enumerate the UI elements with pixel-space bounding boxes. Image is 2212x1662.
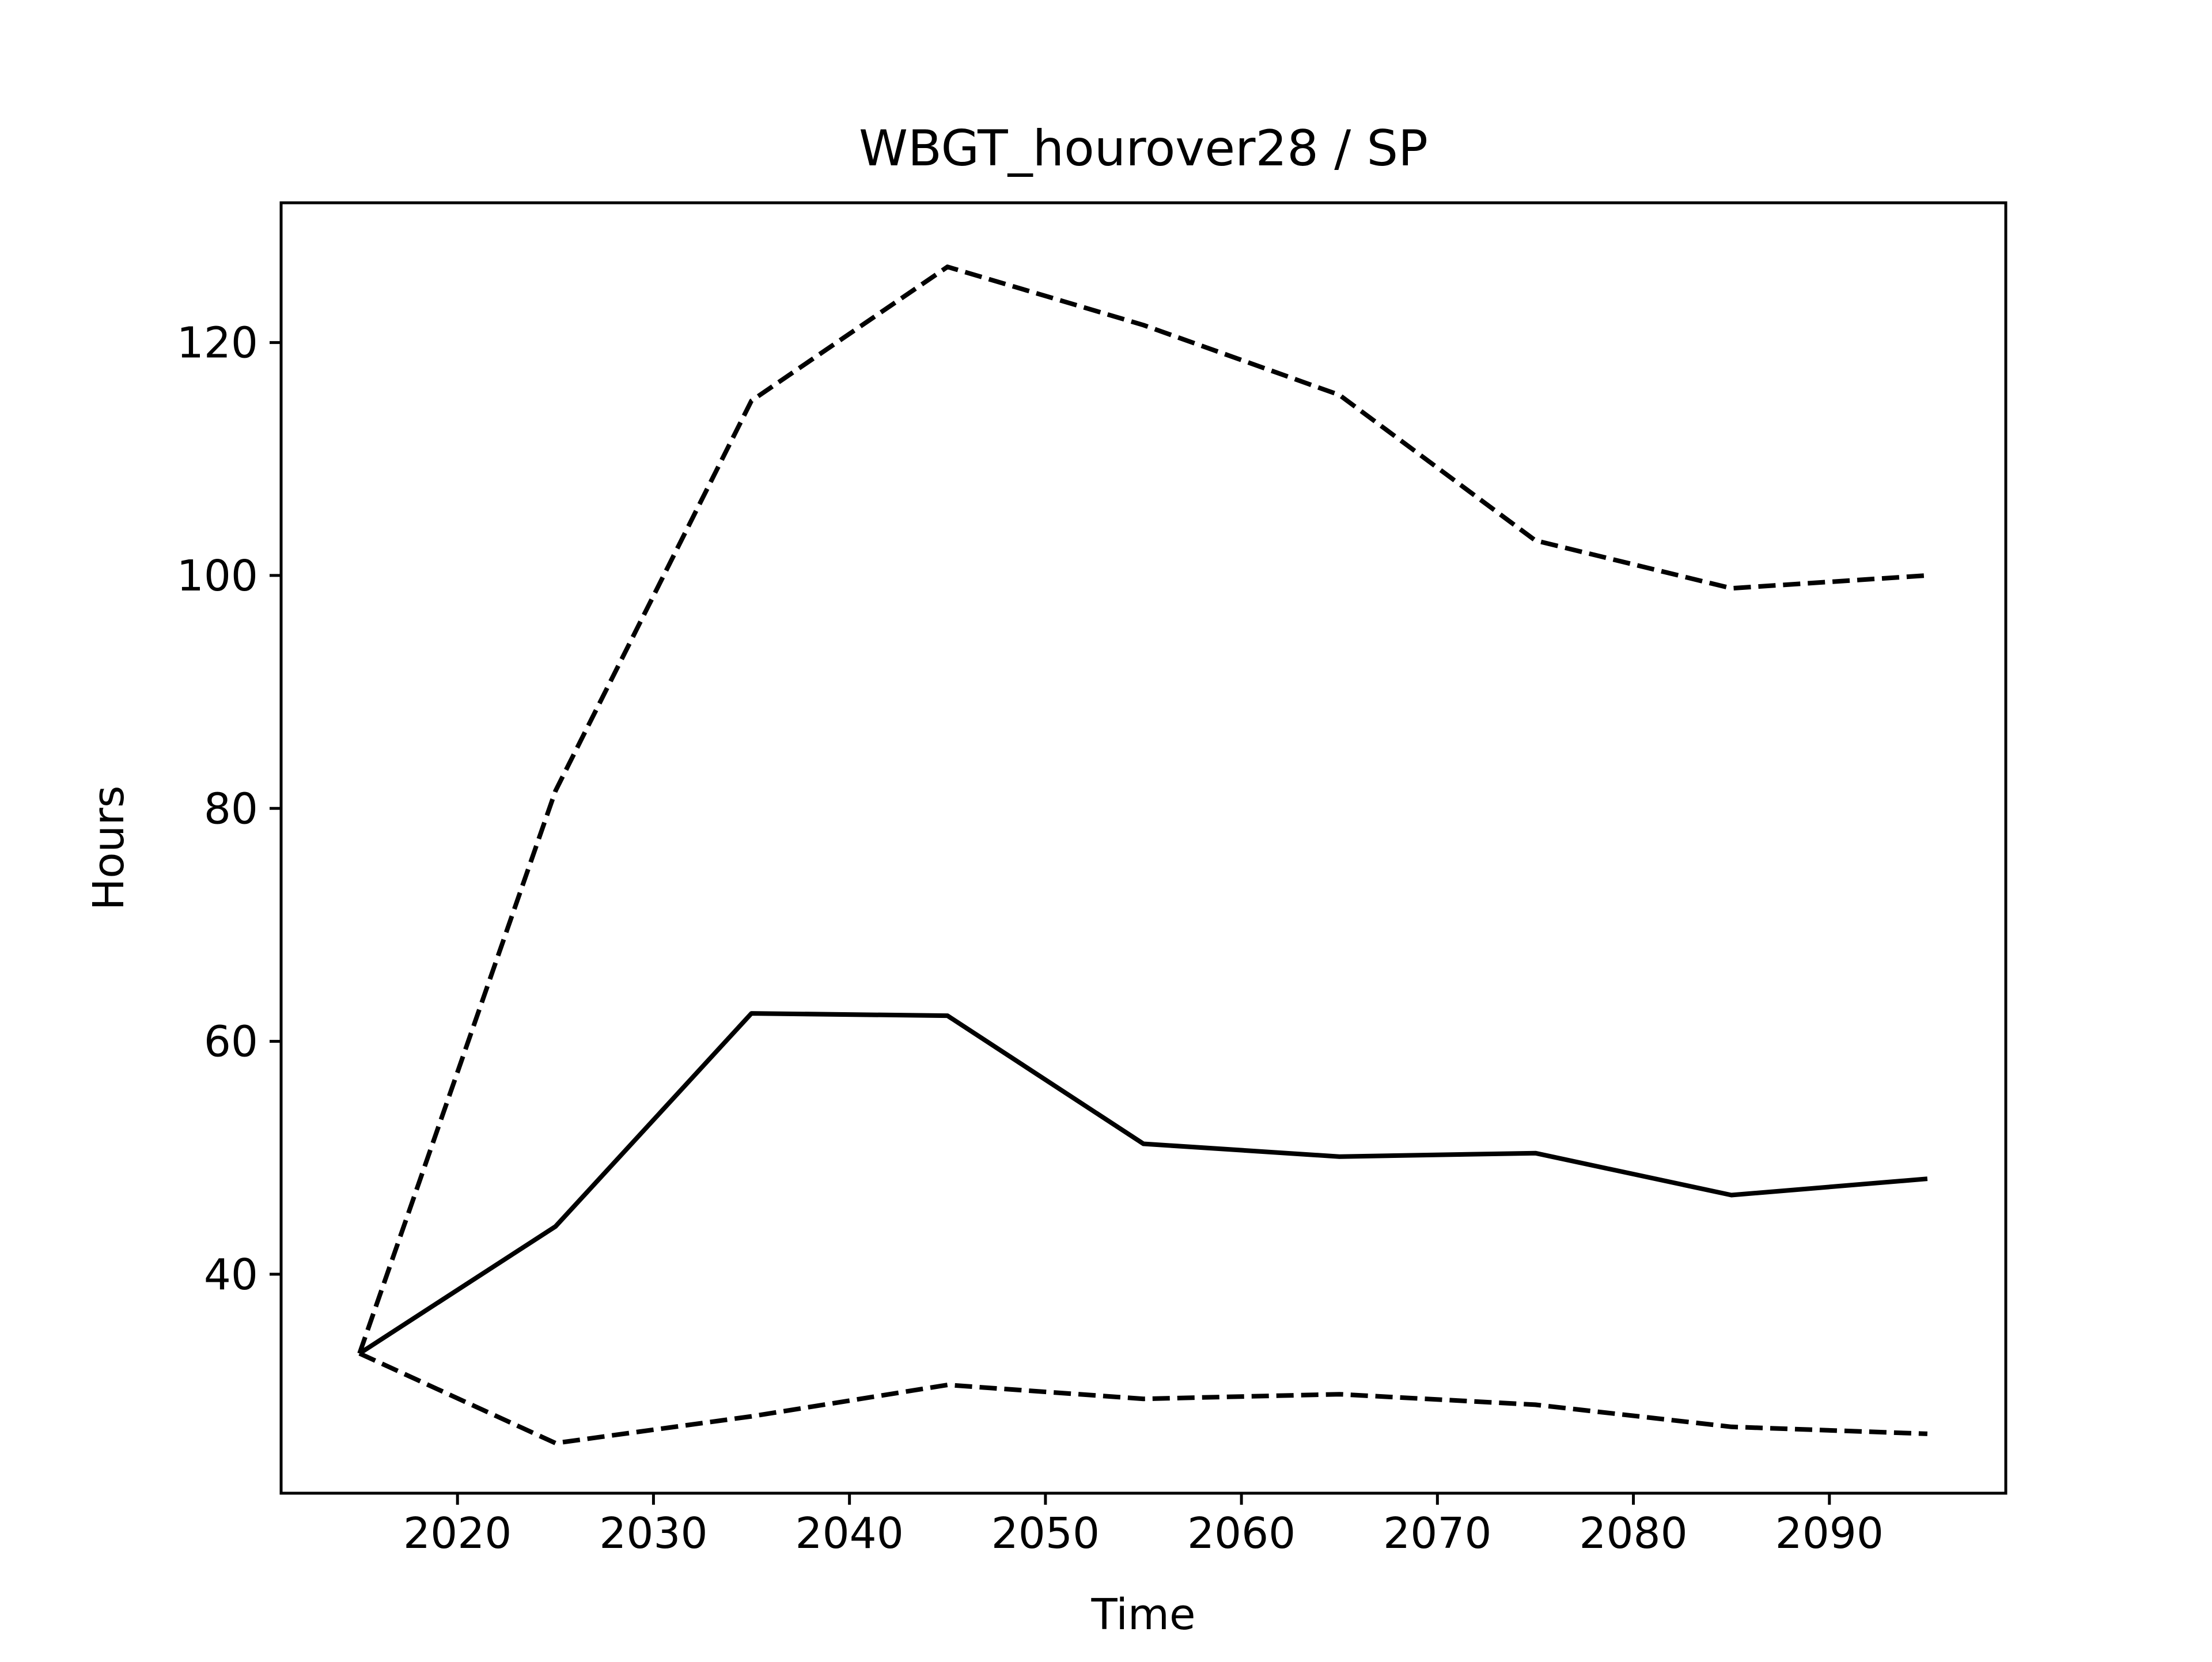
y-axis-ticks: 40 60 80 100 120	[177, 319, 281, 1300]
x-axis-label: Time	[1090, 1590, 1195, 1640]
x-tick-label: 2060	[1187, 1509, 1296, 1558]
y-tick-label: 120	[177, 319, 258, 368]
y-tick-label: 100	[177, 551, 258, 601]
x-tick-label: 2050	[991, 1509, 1100, 1558]
x-tick-label: 2040	[795, 1509, 903, 1558]
x-tick-label: 2070	[1383, 1509, 1491, 1558]
y-axis-label: Hours	[84, 786, 134, 911]
series-layer	[357, 264, 1928, 1446]
chart-title: WBGT_hourover28 / SP	[859, 120, 1428, 177]
x-tick-label: 2090	[1775, 1509, 1884, 1558]
x-tick-label: 2020	[403, 1509, 512, 1558]
x-tick-label: 2030	[599, 1509, 707, 1558]
series-line-1	[358, 1011, 1928, 1356]
y-tick-label: 60	[204, 1017, 258, 1067]
x-tick-label: 2080	[1579, 1509, 1687, 1558]
series-line-2	[357, 264, 1928, 1354]
plot-frame	[279, 201, 2008, 1495]
x-axis-ticks: 2020 2030 2040 2050 2060 2070 2080 2090	[403, 1493, 1884, 1558]
series-line-3	[358, 1351, 1928, 1446]
y-tick-label: 40	[204, 1250, 258, 1300]
y-tick-label: 80	[204, 784, 258, 834]
